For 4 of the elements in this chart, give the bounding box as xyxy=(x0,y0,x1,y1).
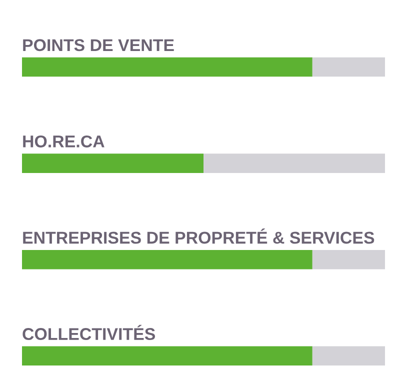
y-tick-label: ENTREPRISES DE PROPRETÉ & SERVICES xyxy=(23,228,374,244)
y-tick-label: COLLECTIVITÉS xyxy=(22,324,156,340)
y-tick-label: POINTS DE VENTE xyxy=(23,39,174,52)
y-tick-label: HO.RE.CA xyxy=(23,135,104,148)
